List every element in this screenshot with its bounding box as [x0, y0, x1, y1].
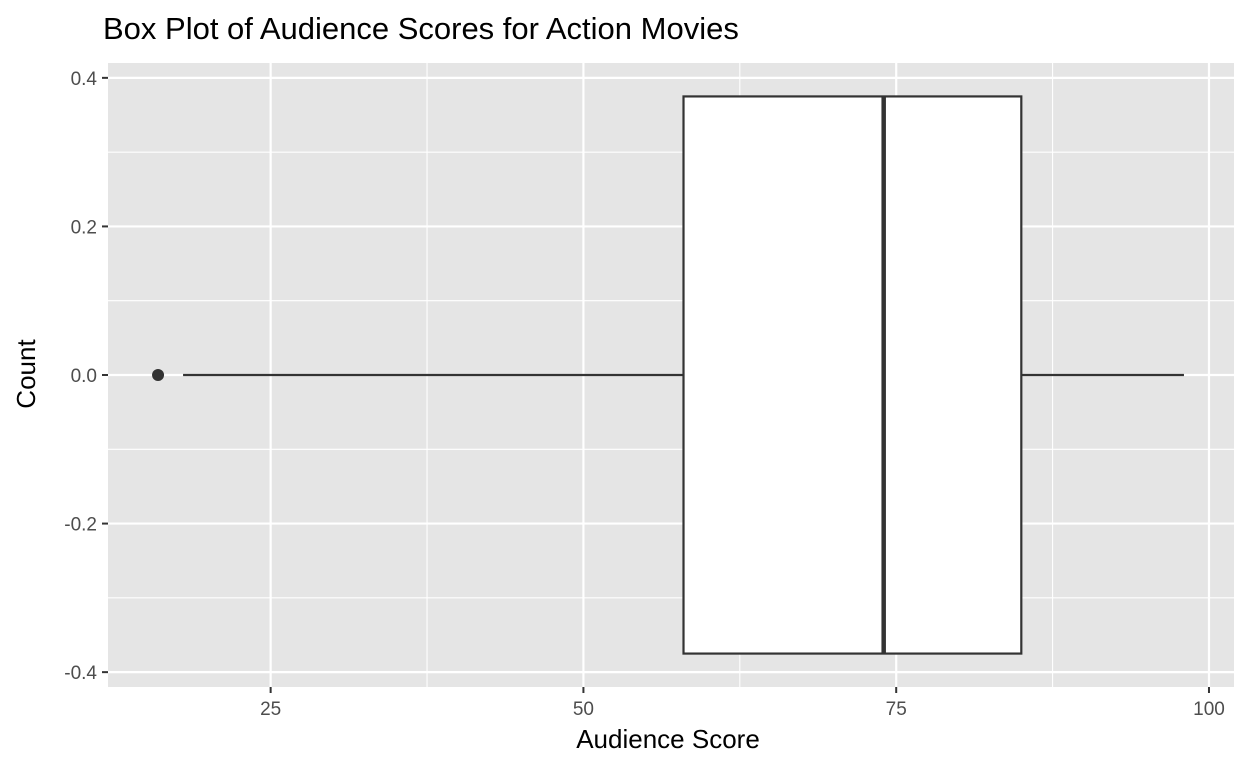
y-tick-label: -0.2 — [64, 515, 97, 536]
x-axis-title: Audience Score — [576, 724, 760, 754]
y-axis: -0.4 -0.2 0.0 0.2 0.4 — [64, 69, 108, 684]
y-tick-label: -0.4 — [64, 663, 97, 684]
outlier-point — [152, 369, 165, 381]
x-tick-label: 25 — [260, 699, 281, 720]
y-tick-label: 0.2 — [71, 217, 97, 238]
y-tick-label: 0.0 — [71, 366, 97, 387]
y-tick-label: 0.4 — [71, 69, 98, 90]
x-tick-label: 75 — [886, 699, 907, 720]
x-axis: 25 50 75 100 — [260, 687, 1225, 720]
x-tick-label: 100 — [1193, 699, 1225, 720]
interquartile-box — [682, 95, 1023, 655]
chart-title: Box Plot of Audience Scores for Action M… — [103, 11, 739, 46]
boxplot-series — [152, 95, 1184, 655]
x-tick-label: 50 — [573, 699, 594, 720]
y-axis-title: Count — [11, 339, 41, 409]
